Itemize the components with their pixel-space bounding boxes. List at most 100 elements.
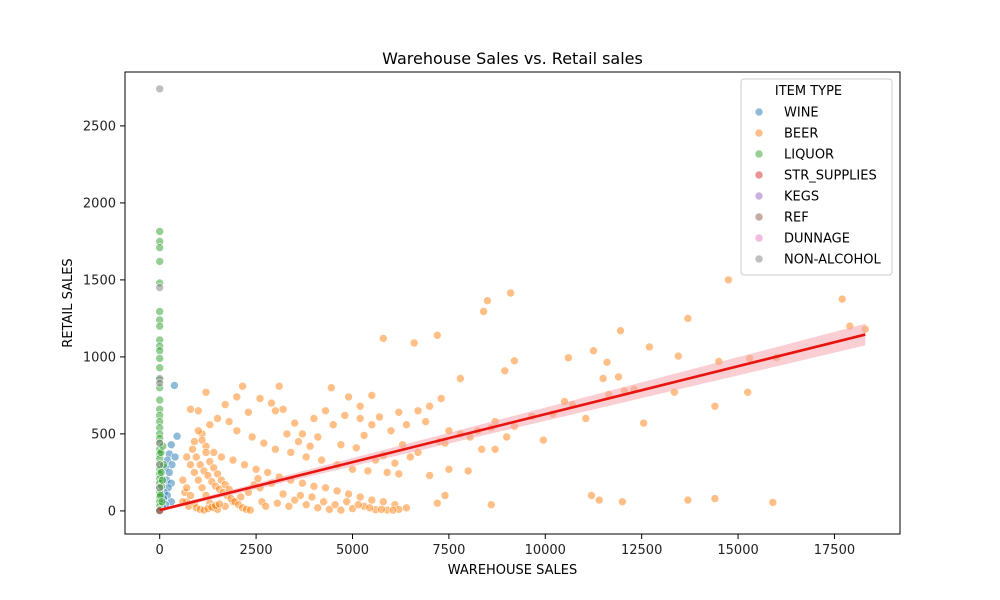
point-non-alcohol: [155, 283, 164, 292]
point-beer: [359, 431, 369, 440]
point-non-alcohol: [155, 483, 164, 493]
x-tick-label: 15000: [717, 543, 758, 558]
point-beer: [321, 483, 330, 493]
point-beer: [271, 406, 280, 416]
y-axis-label: RETAIL SALES: [61, 258, 76, 347]
point-beer: [421, 417, 431, 426]
point-beer: [182, 452, 191, 462]
point-beer: [436, 394, 446, 403]
point-beer: [353, 500, 363, 510]
point-beer: [261, 501, 271, 511]
point-beer: [683, 314, 693, 323]
point-beer: [616, 326, 625, 336]
legend-marker-str-supplies: [754, 170, 764, 180]
point-non-alcohol: [155, 378, 164, 388]
point-beer: [394, 407, 404, 417]
point-beer: [244, 407, 253, 417]
point-liquor: [157, 497, 167, 507]
point-beer: [479, 307, 488, 316]
point-beer: [247, 432, 257, 442]
point-beer: [309, 481, 319, 491]
point-beer: [330, 500, 340, 510]
point-beer: [209, 463, 218, 473]
point-beer: [205, 420, 215, 430]
point-beer: [683, 495, 693, 505]
point-beer: [194, 426, 203, 436]
point-beer: [768, 498, 778, 507]
point-beer: [618, 497, 627, 507]
point-beer: [284, 501, 294, 511]
point-liquor: [155, 257, 164, 266]
point-beer: [598, 374, 608, 383]
point-beer: [673, 351, 683, 361]
point-beer: [224, 417, 234, 426]
point-beer: [378, 497, 388, 507]
point-beer: [307, 492, 317, 502]
point-beer: [367, 391, 377, 400]
point-beer: [294, 437, 303, 446]
point-beer: [710, 401, 720, 411]
point-liquor: [155, 346, 164, 356]
point-beer: [298, 478, 307, 488]
point-beer: [203, 471, 213, 480]
point-beer: [402, 420, 411, 430]
point-liquor: [155, 227, 164, 236]
plot-layer: [155, 84, 870, 516]
legend-label-wine: WINE: [784, 106, 819, 121]
legend-box: [740, 78, 893, 276]
point-beer: [326, 383, 336, 393]
point-beer: [375, 412, 384, 422]
x-tick-label: 2500: [240, 543, 273, 558]
point-beer: [251, 464, 261, 474]
y-tick-label: 500: [91, 427, 116, 442]
point-beer: [217, 452, 226, 462]
point-beer: [197, 435, 207, 445]
point-liquor: [155, 243, 164, 252]
point-liquor: [156, 468, 166, 477]
point-non-alcohol: [155, 84, 164, 94]
point-beer: [194, 406, 203, 416]
point-beer: [486, 500, 496, 510]
point-beer: [386, 426, 396, 436]
point-beer: [282, 429, 292, 439]
point-beer: [743, 387, 753, 397]
point-beer: [325, 505, 334, 514]
point-beer: [409, 338, 419, 348]
x-axis-label: WAREHOUSE SALES: [448, 563, 578, 578]
legend-marker-kegs: [754, 191, 764, 201]
point-beer: [321, 406, 330, 416]
point-beer: [587, 491, 596, 500]
point-beer: [344, 489, 353, 499]
point-beer: [190, 468, 199, 477]
point-beer: [192, 452, 201, 462]
point-beer: [253, 474, 263, 483]
point-beer: [394, 469, 404, 479]
axis-layer: 0 2500 5000 7500 10000 12500 15000 17500 0 500 100…: [83, 119, 855, 558]
point-beer: [301, 500, 311, 510]
y-tick-label: 2500: [83, 119, 116, 134]
point-beer: [382, 468, 392, 477]
point-beer: [367, 495, 377, 505]
point-beer: [215, 499, 224, 509]
point-wine: [167, 440, 176, 450]
point-beer: [405, 452, 415, 462]
point-beer: [240, 460, 249, 470]
point-wine: [170, 452, 180, 462]
legend-marker-wine: [754, 107, 764, 117]
point-beer: [377, 505, 386, 514]
point-beer: [290, 495, 300, 505]
point-beer: [313, 432, 323, 442]
point-beer: [298, 429, 307, 439]
point-beer: [355, 492, 365, 502]
point-beer: [589, 346, 598, 356]
point-beer: [564, 353, 573, 363]
point-beer: [594, 495, 604, 505]
point-beer: [332, 486, 342, 496]
point-beer: [186, 460, 195, 470]
point-beer: [246, 505, 255, 515]
legend-marker-liquor: [754, 149, 764, 159]
legend: ITEM TYPE WINE BEER LIQUOR STR_SUPPLIES KEGS…: [740, 78, 893, 276]
point-beer: [502, 432, 512, 442]
point-beer: [220, 400, 230, 409]
